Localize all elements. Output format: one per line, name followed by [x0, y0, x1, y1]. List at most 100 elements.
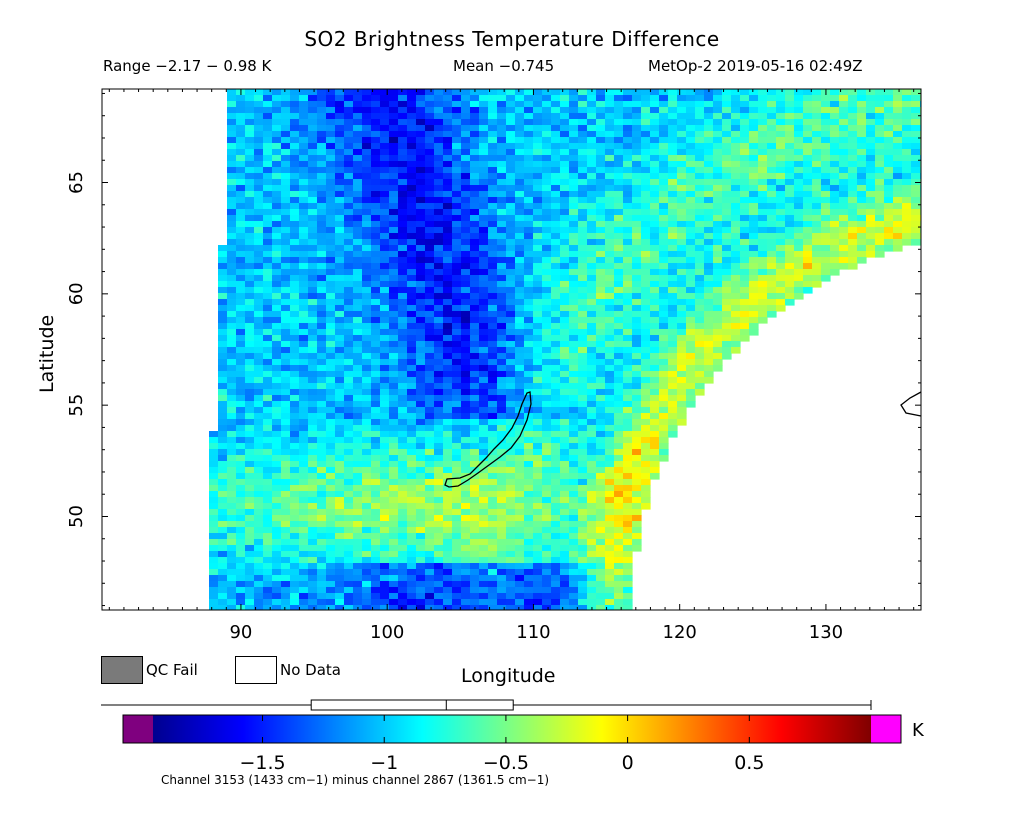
heatmap-cell	[560, 299, 570, 306]
heatmap-cell	[299, 173, 309, 180]
heatmap-cell	[272, 197, 282, 204]
heatmap-cell	[434, 401, 444, 408]
heatmap-cell	[587, 197, 597, 204]
heatmap-cell	[488, 419, 498, 426]
heatmap-cell	[713, 155, 723, 162]
heatmap-cell	[263, 197, 273, 204]
heatmap-cell	[371, 509, 381, 516]
heatmap-cell	[272, 341, 282, 348]
heatmap-cell	[533, 551, 543, 558]
heatmap-cell	[533, 503, 543, 510]
heatmap-cell	[893, 221, 903, 228]
heatmap-cell	[389, 131, 399, 138]
heatmap-cell	[884, 107, 894, 114]
heatmap-cell	[821, 197, 831, 204]
heatmap-cell	[434, 425, 444, 432]
heatmap-cell	[380, 539, 390, 546]
heatmap-cell	[470, 443, 480, 450]
heatmap-cell	[416, 365, 426, 372]
heatmap-cell	[830, 197, 840, 204]
heatmap-cell	[533, 401, 543, 408]
heatmap-cell	[407, 413, 417, 420]
heatmap-cell	[596, 485, 606, 492]
heatmap-cell	[857, 227, 867, 234]
heatmap-cell	[452, 125, 462, 132]
heatmap-cell	[290, 281, 300, 288]
heatmap-cell	[281, 419, 291, 426]
heatmap-cell	[479, 107, 489, 114]
heatmap-cell	[614, 425, 624, 432]
heatmap-cell	[353, 125, 363, 132]
heatmap-cell	[488, 515, 498, 522]
heatmap-cell	[776, 251, 786, 258]
heatmap-cell	[866, 185, 876, 192]
heatmap-cell	[335, 299, 345, 306]
heatmap-cell	[407, 89, 417, 96]
heatmap-cell	[524, 431, 534, 438]
heatmap-cell	[542, 431, 552, 438]
heatmap-cell	[452, 239, 462, 246]
heatmap-cell	[434, 299, 444, 306]
heatmap-cell	[245, 539, 255, 546]
heatmap-cell	[263, 449, 273, 456]
heatmap-cell	[731, 173, 741, 180]
heatmap-cell	[470, 89, 480, 96]
heatmap-cell	[596, 389, 606, 396]
heatmap-cell	[389, 197, 399, 204]
heatmap-cell	[416, 515, 426, 522]
heatmap-cell	[776, 215, 786, 222]
heatmap-cell	[533, 443, 543, 450]
heatmap-cell	[209, 503, 219, 510]
heatmap-cell	[398, 395, 408, 402]
heatmap-cell	[254, 113, 264, 120]
heatmap-cell	[848, 257, 858, 264]
heatmap-cell	[344, 389, 354, 396]
heatmap-cell	[290, 425, 300, 432]
heatmap-cell	[560, 539, 570, 546]
heatmap-cell	[371, 89, 381, 96]
heatmap-cell	[254, 419, 264, 426]
heatmap-cell	[272, 221, 282, 228]
heatmap-cell	[551, 497, 561, 504]
heatmap-cell	[299, 539, 309, 546]
heatmap-cell	[857, 173, 867, 180]
heatmap-cell	[443, 437, 453, 444]
heatmap-cell	[272, 497, 282, 504]
heatmap-cell	[830, 95, 840, 102]
heatmap-cell	[650, 149, 660, 156]
heatmap-cell	[551, 521, 561, 528]
heatmap-cell	[461, 359, 471, 366]
heatmap-cell	[488, 113, 498, 120]
heatmap-cell	[632, 377, 642, 384]
heatmap-cell	[290, 113, 300, 120]
heatmap-cell	[578, 557, 588, 564]
heatmap-cell	[767, 203, 777, 210]
heatmap-cell	[317, 449, 327, 456]
heatmap-cell	[308, 509, 318, 516]
heatmap-cell	[614, 431, 624, 438]
heatmap-cell	[290, 431, 300, 438]
heatmap-cell	[326, 161, 336, 168]
heatmap-cell	[785, 221, 795, 228]
heatmap-cell	[371, 173, 381, 180]
heatmap-cell	[677, 239, 687, 246]
heatmap-cell	[488, 209, 498, 216]
heatmap-cell	[542, 239, 552, 246]
heatmap-cell	[686, 377, 696, 384]
heatmap-cell	[227, 215, 237, 222]
heatmap-cell	[236, 143, 246, 150]
heatmap-cell	[371, 353, 381, 360]
heatmap-cell	[407, 233, 417, 240]
heatmap-cell	[659, 257, 669, 264]
heatmap-cell	[299, 545, 309, 552]
heatmap-cell	[308, 311, 318, 318]
heatmap-cell	[326, 467, 336, 474]
heatmap-cell	[821, 263, 831, 270]
heatmap-cell	[614, 545, 624, 552]
heatmap-cell	[911, 233, 921, 240]
heatmap-cell	[227, 233, 237, 240]
heatmap-cell	[362, 131, 372, 138]
heatmap-cell	[542, 401, 552, 408]
heatmap-cell	[893, 185, 903, 192]
heatmap-cell	[245, 125, 255, 132]
